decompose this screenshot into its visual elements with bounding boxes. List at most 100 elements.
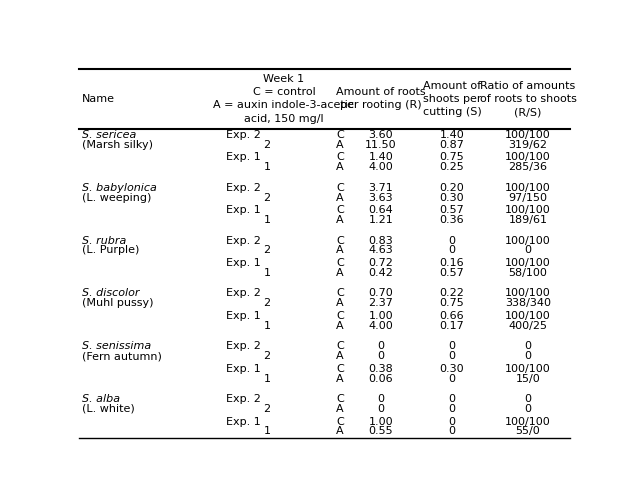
- Text: 0.22: 0.22: [439, 288, 465, 298]
- Text: 2: 2: [263, 140, 270, 150]
- Text: C: C: [336, 288, 344, 298]
- Text: Exp. 2: Exp. 2: [227, 394, 261, 404]
- Text: 11.50: 11.50: [365, 140, 397, 150]
- Text: 0.25: 0.25: [439, 162, 465, 172]
- Text: 0.16: 0.16: [440, 258, 464, 268]
- Text: A: A: [336, 246, 344, 255]
- Text: 100/100: 100/100: [505, 236, 551, 246]
- Text: 100/100: 100/100: [505, 152, 551, 163]
- Text: 2: 2: [263, 404, 270, 414]
- Text: S. rubra: S. rubra: [82, 236, 126, 246]
- Text: 0.83: 0.83: [368, 236, 393, 246]
- Text: 0: 0: [377, 404, 384, 414]
- Text: A: A: [336, 298, 344, 308]
- Text: C: C: [336, 311, 344, 321]
- Text: C: C: [336, 183, 344, 193]
- Text: 0.55: 0.55: [368, 426, 393, 436]
- Text: 0.75: 0.75: [439, 298, 465, 308]
- Text: S. discolor: S. discolor: [82, 288, 139, 298]
- Text: 100/100: 100/100: [505, 258, 551, 268]
- Text: 285/36: 285/36: [508, 162, 548, 172]
- Text: C: C: [336, 341, 344, 351]
- Text: Exp. 2: Exp. 2: [227, 288, 261, 298]
- Text: 1: 1: [263, 162, 270, 172]
- Text: 100/100: 100/100: [505, 130, 551, 140]
- Text: 4.00: 4.00: [368, 162, 393, 172]
- Text: 3.60: 3.60: [368, 130, 393, 140]
- Text: Exp. 1: Exp. 1: [227, 152, 261, 163]
- Text: 4.63: 4.63: [368, 246, 393, 255]
- Text: C: C: [336, 205, 344, 215]
- Text: Amount of
shoots per
cutting (S): Amount of shoots per cutting (S): [423, 81, 481, 117]
- Text: C: C: [336, 258, 344, 268]
- Text: 0.17: 0.17: [439, 321, 465, 331]
- Text: C: C: [336, 130, 344, 140]
- Text: 1.21: 1.21: [368, 215, 393, 225]
- Text: 100/100: 100/100: [505, 288, 551, 298]
- Text: 0: 0: [448, 426, 456, 436]
- Text: Amount of roots
per rooting (R): Amount of roots per rooting (R): [336, 87, 425, 110]
- Text: 2: 2: [263, 351, 270, 361]
- Text: 0: 0: [448, 246, 456, 255]
- Text: 1: 1: [263, 374, 270, 384]
- Text: Exp. 2: Exp. 2: [227, 183, 261, 193]
- Text: 0.38: 0.38: [368, 364, 393, 374]
- Text: 319/62: 319/62: [508, 140, 548, 150]
- Text: 0: 0: [448, 341, 456, 351]
- Text: 1: 1: [263, 426, 270, 436]
- Text: 0: 0: [525, 394, 532, 404]
- Text: A: A: [336, 351, 344, 361]
- Text: 0: 0: [377, 394, 384, 404]
- Text: 0.64: 0.64: [368, 205, 393, 215]
- Text: 0: 0: [448, 236, 456, 246]
- Text: A: A: [336, 268, 344, 278]
- Text: S. senissima: S. senissima: [82, 341, 151, 351]
- Text: 0.57: 0.57: [439, 205, 465, 215]
- Text: Name: Name: [82, 94, 115, 104]
- Text: 189/61: 189/61: [508, 215, 548, 225]
- Text: (L. Purple): (L. Purple): [82, 246, 139, 255]
- Text: 0.72: 0.72: [368, 258, 393, 268]
- Text: 100/100: 100/100: [505, 364, 551, 374]
- Text: 2: 2: [263, 298, 270, 308]
- Text: (Fern autumn): (Fern autumn): [82, 351, 161, 361]
- Text: 3.71: 3.71: [368, 183, 393, 193]
- Text: S. babylonica: S. babylonica: [82, 183, 156, 193]
- Text: 1.00: 1.00: [368, 311, 393, 321]
- Text: 0: 0: [377, 341, 384, 351]
- Text: 0: 0: [448, 416, 456, 426]
- Text: 0.70: 0.70: [368, 288, 393, 298]
- Text: (Muhl pussy): (Muhl pussy): [82, 298, 153, 308]
- Text: 0: 0: [525, 404, 532, 414]
- Text: 100/100: 100/100: [505, 311, 551, 321]
- Text: A: A: [336, 426, 344, 436]
- Text: A: A: [336, 321, 344, 331]
- Text: Exp. 1: Exp. 1: [227, 205, 261, 215]
- Text: 2.37: 2.37: [368, 298, 393, 308]
- Text: 0: 0: [448, 351, 456, 361]
- Text: (Marsh silky): (Marsh silky): [82, 140, 153, 150]
- Text: 0.20: 0.20: [439, 183, 465, 193]
- Text: C: C: [336, 416, 344, 426]
- Text: (L. white): (L. white): [82, 404, 134, 414]
- Text: Exp. 2: Exp. 2: [227, 341, 261, 351]
- Text: 100/100: 100/100: [505, 416, 551, 426]
- Text: S. alba: S. alba: [82, 394, 120, 404]
- Text: A: A: [336, 140, 344, 150]
- Text: 55/0: 55/0: [516, 426, 541, 436]
- Text: 100/100: 100/100: [505, 183, 551, 193]
- Text: A: A: [336, 404, 344, 414]
- Text: 0.57: 0.57: [439, 268, 465, 278]
- Text: Exp. 2: Exp. 2: [227, 130, 261, 140]
- Text: 97/150: 97/150: [508, 192, 548, 203]
- Text: 1: 1: [263, 215, 270, 225]
- Text: 0.30: 0.30: [440, 192, 464, 203]
- Text: 100/100: 100/100: [505, 205, 551, 215]
- Text: C: C: [336, 236, 344, 246]
- Text: 0.66: 0.66: [440, 311, 464, 321]
- Text: 0: 0: [448, 404, 456, 414]
- Text: 0.30: 0.30: [440, 364, 464, 374]
- Text: A: A: [336, 192, 344, 203]
- Text: 4.00: 4.00: [368, 321, 393, 331]
- Text: 1: 1: [263, 321, 270, 331]
